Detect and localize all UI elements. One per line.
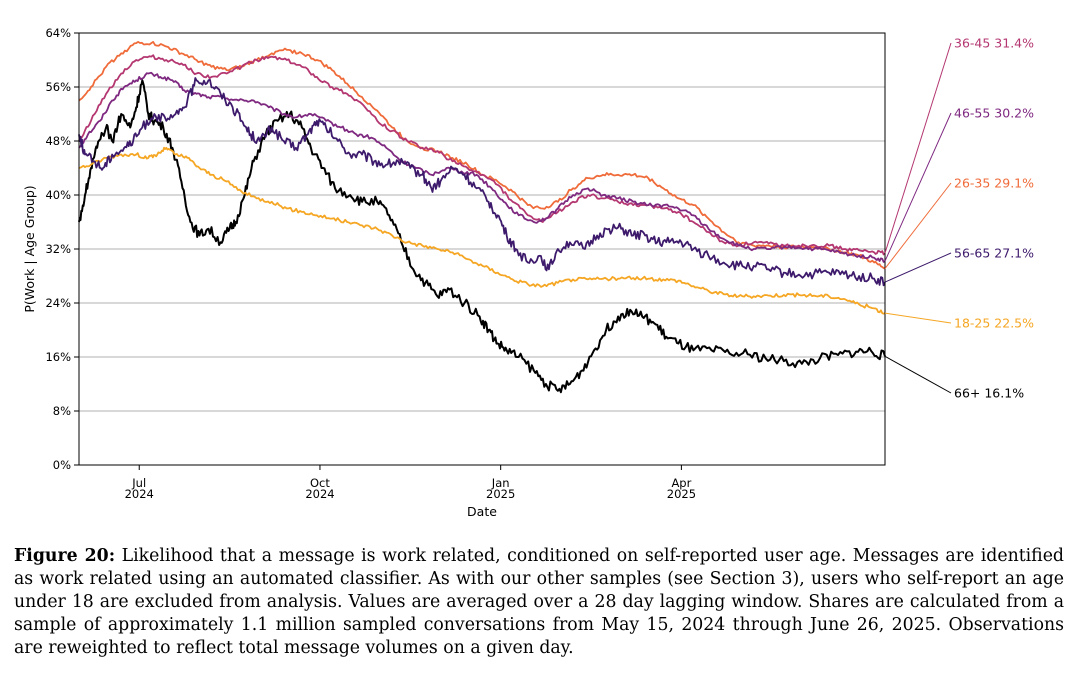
series-end-label-18-25: 18-25 22.5% — [954, 316, 1034, 331]
series-name: 26-35 — [954, 176, 994, 191]
gridlines — [79, 32, 885, 466]
leader-line-26-35 — [884, 182, 952, 269]
line-chart: 0%8%16%24%32%40%48%56%64% Jul2024Oct2024… — [22, 26, 1034, 519]
series-end-label-46-55: 46-55 30.2% — [954, 106, 1034, 121]
y-tick-label: 32% — [45, 242, 71, 256]
series-value: 29.1% — [994, 176, 1034, 191]
leader-line-36-45 — [884, 42, 952, 254]
y-axis: 0% 8% 16% 24% 32% 40% 48% 56% 64% — [45, 26, 79, 472]
figure-label: Figure 20: — [14, 546, 116, 566]
y-tick-label: 0% — [53, 458, 71, 472]
figure-caption: Figure 20: Likelihood that a message is … — [14, 545, 1064, 660]
series-name: 36-45 — [954, 36, 994, 51]
x-tick-label-year: 2024 — [305, 487, 334, 501]
series-lines — [78, 41, 886, 394]
x-tick-label-month: Oct — [310, 476, 330, 490]
y-tick-label: 56% — [45, 80, 71, 94]
series-value: 16.1% — [984, 386, 1024, 401]
x-tick-label-year: 2024 — [125, 487, 154, 501]
series-line-36-45 — [78, 54, 886, 256]
series-end-labels: 66+ 16.1% 18-25 22.5% 26-35 29.1% 36-45 31.… — [884, 36, 1034, 401]
series-end-label-36-45: 36-45 31.4% — [954, 36, 1034, 51]
leader-line-18-25 — [884, 312, 952, 324]
leader-line-46-55 — [884, 112, 952, 262]
series-value: 30.2% — [994, 106, 1034, 121]
series-line-66+ — [78, 79, 886, 394]
y-tick-label: 24% — [45, 296, 71, 310]
y-tick-label: 48% — [45, 134, 71, 148]
x-tick-label-year: 2025 — [486, 487, 515, 501]
series-end-label-26-35: 26-35 29.1% — [954, 176, 1034, 191]
leader-line-66+ — [884, 355, 952, 394]
series-value: 31.4% — [994, 36, 1034, 51]
y-tick-label: 8% — [53, 404, 71, 418]
caption-text: Likelihood that a message is work relate… — [14, 546, 1064, 658]
series-name: 56-65 — [954, 246, 994, 261]
x-tick-label-year: 2025 — [667, 487, 696, 501]
series-value: 27.1% — [994, 246, 1034, 261]
y-axis-title: P(Work | Age Group) — [22, 185, 37, 312]
x-tick-label-month: Jan — [491, 476, 510, 490]
series-line-56-65 — [78, 77, 886, 287]
series-name: 46-55 — [954, 106, 994, 121]
leader-line-56-65 — [884, 252, 952, 283]
series-name: 18-25 — [954, 316, 994, 331]
series-name: 66+ — [954, 386, 984, 401]
x-tick-label-month: Apr — [671, 476, 691, 490]
series-value: 22.5% — [994, 316, 1034, 331]
y-tick-label: 40% — [45, 188, 71, 202]
series-line-18-25 — [78, 146, 886, 315]
x-tick-label-month: Jul — [131, 476, 146, 490]
x-axis-title: Date — [467, 504, 497, 519]
series-end-label-56-65: 56-65 27.1% — [954, 246, 1034, 261]
y-tick-label: 16% — [45, 350, 71, 364]
y-tick-label: 64% — [45, 26, 71, 40]
series-end-label-66+: 66+ 16.1% — [954, 386, 1024, 401]
